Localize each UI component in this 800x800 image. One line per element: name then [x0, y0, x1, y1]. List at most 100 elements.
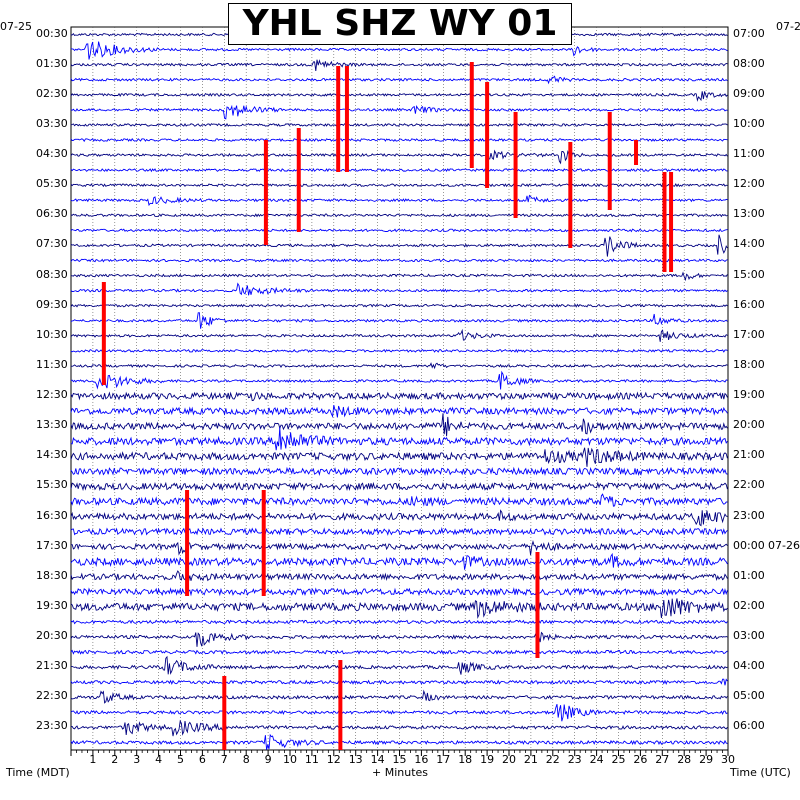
x-tick-label: 28: [677, 753, 692, 766]
left-time-label: 03:30: [36, 116, 68, 130]
left-time-label: 17:30: [36, 538, 68, 552]
x-tick-label: 2: [111, 753, 119, 766]
x-tick-label: 6: [198, 753, 206, 766]
right-time-label: 04:00: [733, 659, 765, 673]
x-tick-label: 4: [155, 753, 163, 766]
x-tick-label: 1: [89, 753, 97, 766]
x-tick-label: 29: [699, 753, 714, 766]
trace-line: [70, 719, 728, 737]
right-time-label: 18:00: [733, 357, 765, 371]
trace-line: [70, 391, 728, 402]
trace-line: [70, 41, 728, 60]
right-time-label: 07:00: [733, 26, 765, 40]
x-tick-label: 17: [436, 753, 451, 766]
trace-line: [70, 194, 728, 207]
trace-line: [70, 649, 728, 655]
x-tick-label: 22: [545, 753, 560, 766]
clipped-trace-marker: [568, 142, 573, 248]
trace-line: [70, 104, 728, 120]
left-time-label: 13:30: [36, 418, 68, 432]
left-time-label: 18:30: [36, 568, 68, 582]
right-time-label: 12:00: [733, 177, 765, 191]
trace-line: [70, 137, 728, 143]
right-time-label: 15:00: [733, 267, 765, 281]
right-date-label-mid: 07-26: [768, 538, 800, 552]
trace-line: [70, 527, 728, 537]
clipped-trace-marker: [662, 172, 667, 272]
trace-line: [70, 328, 728, 342]
trace-line: [70, 689, 728, 704]
right-time-label: 03:00: [733, 629, 765, 643]
clipped-trace-marker: [485, 82, 490, 188]
right-time-label: 20:00: [733, 418, 765, 432]
trace-line: [70, 539, 728, 556]
left-date-label: 07-25: [0, 20, 32, 33]
trace-line: [70, 228, 728, 233]
trace-line: [70, 570, 728, 582]
right-time-label: 11:00: [733, 147, 765, 161]
left-time-label: 22:30: [36, 689, 68, 703]
trace-line: [70, 370, 728, 390]
x-tick-label: 23: [567, 753, 582, 766]
trace-line: [70, 59, 728, 71]
right-time-label: 05:00: [733, 689, 765, 703]
left-time-label: 21:30: [36, 659, 68, 673]
trace-line: [70, 91, 728, 102]
clipped-trace-marker: [669, 172, 674, 272]
trace-line: [70, 258, 728, 263]
left-time-label: 23:30: [36, 719, 68, 733]
trace-line: [70, 466, 728, 477]
left-time-label: 09:30: [36, 297, 68, 311]
left-time-label: 15:30: [36, 478, 68, 492]
trace-line: [70, 509, 728, 527]
left-time-label: 10:30: [36, 327, 68, 341]
x-tick-label: 25: [611, 753, 626, 766]
right-axis-label: Time (UTC): [730, 766, 791, 779]
x-tick-label: 14: [370, 753, 385, 766]
x-tick-label: 12: [326, 753, 341, 766]
right-date-label-start: 07-2: [776, 20, 800, 33]
left-time-label: 14:30: [36, 448, 68, 462]
trace-line: [70, 552, 728, 570]
clipped-trace-marker: [296, 128, 301, 232]
trace-line: [70, 271, 728, 282]
clipped-trace-marker: [185, 490, 190, 596]
left-time-label: 02:30: [36, 86, 68, 100]
trace-line: [70, 348, 728, 353]
x-tick-label: 3: [133, 753, 141, 766]
left-time-label: 11:30: [36, 357, 68, 371]
x-tick-label: 13: [348, 753, 363, 766]
left-time-label: 07:30: [36, 237, 68, 251]
x-tick-label: 19: [480, 753, 495, 766]
x-tick-label: 8: [242, 753, 250, 766]
trace-line: [70, 122, 728, 127]
trace-line: [70, 213, 728, 218]
trace-line: [70, 733, 728, 750]
left-time-label: 00:30: [36, 26, 68, 40]
clipped-trace-marker: [344, 66, 349, 172]
chart-title: YHL SHZ WY 01: [228, 3, 572, 45]
trace-line: [70, 447, 728, 467]
trace-line: [70, 282, 728, 296]
clipped-trace-marker: [101, 282, 106, 385]
clipped-trace-marker: [634, 140, 639, 165]
trace-line: [71, 655, 728, 675]
trace-line: [70, 587, 728, 597]
x-tick-label: 24: [589, 753, 604, 766]
left-time-label: 05:30: [36, 177, 68, 191]
right-time-label: 06:00: [733, 719, 765, 733]
left-time-label: 20:30: [36, 629, 68, 643]
x-tick-label: 9: [264, 753, 272, 766]
left-time-label: 19:30: [36, 598, 68, 612]
left-time-label: 06:30: [36, 207, 68, 221]
right-time-label: 21:00: [733, 448, 765, 462]
trace-line: [70, 619, 728, 625]
trace-line: [70, 167, 728, 173]
right-time-label: 17:00: [733, 327, 765, 341]
clipped-trace-marker: [607, 112, 612, 210]
trace-line: [70, 75, 728, 85]
x-tick-label: 7: [220, 753, 228, 766]
trace-line: [70, 481, 728, 492]
trace-line: [70, 413, 728, 437]
